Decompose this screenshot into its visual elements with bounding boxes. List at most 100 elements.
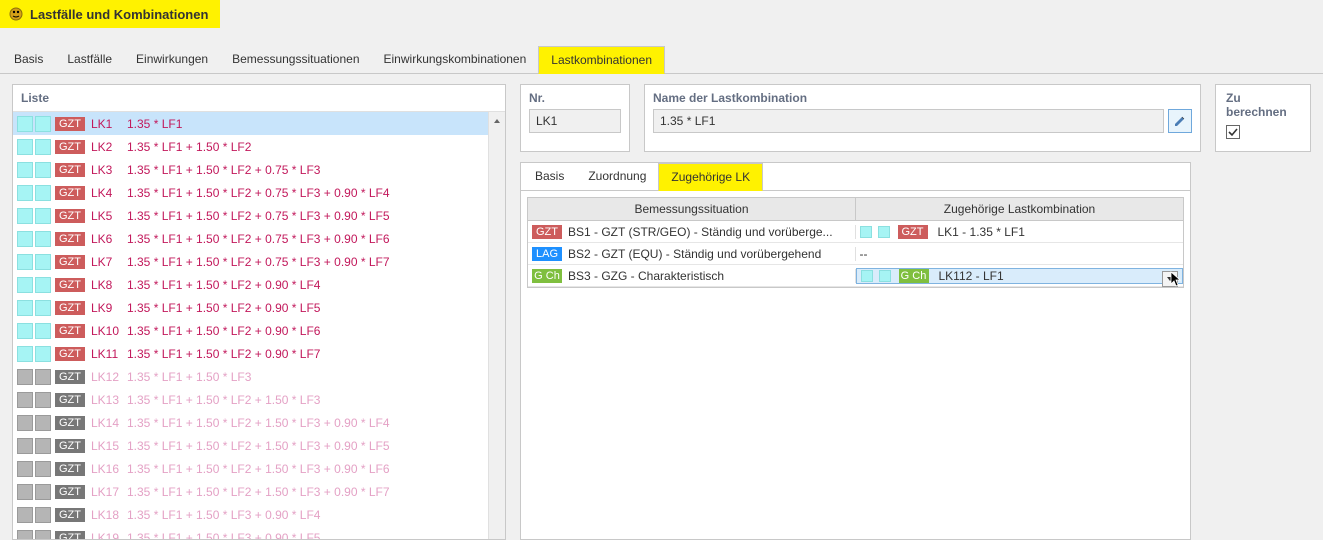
list-row[interactable]: GZTLK61.35 * LF1 + 1.50 * LF2 + 0.75 * L… <box>13 227 488 250</box>
combination-text: 1.35 * LF1 + 1.50 * LF2 + 0.75 * LF3 + 0… <box>127 209 390 223</box>
status-box-1 <box>17 300 33 316</box>
list-row[interactable]: GZTLK121.35 * LF1 + 1.50 * LF3 <box>13 365 488 388</box>
status-box-1 <box>17 507 33 523</box>
grid-row[interactable]: GZTBS1 - GZT (STR/GEO) - Ständig und vor… <box>528 221 1183 243</box>
lk-id: LK17 <box>91 485 127 499</box>
lk-id: LK10 <box>91 324 127 338</box>
grid-cell-lk[interactable]: GZTLK1 - 1.35 * LF1 <box>856 225 1184 239</box>
sub-tabs: BasisZuordnungZugehörige LK <box>521 163 1190 191</box>
status-box-2 <box>35 530 51 540</box>
lk-id: LK18 <box>91 508 127 522</box>
list-scrollbar[interactable] <box>488 112 505 539</box>
assigned-lk: LK112 - LF1 <box>939 269 1004 283</box>
list-row[interactable]: GZTLK111.35 * LF1 + 1.50 * LF2 + 0.90 * … <box>13 342 488 365</box>
combination-list[interactable]: GZTLK11.35 * LF1GZTLK21.35 * LF1 + 1.50 … <box>13 112 488 539</box>
grid-row[interactable]: LAGBS2 - GZT (EQU) - Ständig und vorüber… <box>528 243 1183 265</box>
bs-text: BS2 - GZT (EQU) - Ständig und vorübergeh… <box>568 247 821 261</box>
tab-einwirkungen[interactable]: Einwirkungen <box>124 46 220 73</box>
scroll-up-icon[interactable] <box>489 112 506 129</box>
window-titlebar: Lastfälle und Kombinationen <box>0 0 1323 28</box>
combination-text: 1.35 * LF1 + 1.50 * LF2 + 0.90 * LF5 <box>127 301 320 315</box>
status-box-2 <box>35 369 51 385</box>
list-row[interactable]: GZTLK11.35 * LF1 <box>13 112 488 135</box>
lk-id: LK5 <box>91 209 127 223</box>
grid-row[interactable]: G ChBS3 - GZG - CharakteristischG ChLK11… <box>528 265 1183 287</box>
list-row[interactable]: GZTLK41.35 * LF1 + 1.50 * LF2 + 0.75 * L… <box>13 181 488 204</box>
list-row[interactable]: GZTLK161.35 * LF1 + 1.50 * LF2 + 1.50 * … <box>13 457 488 480</box>
list-row[interactable]: GZTLK31.35 * LF1 + 1.50 * LF2 + 0.75 * L… <box>13 158 488 181</box>
list-row[interactable]: GZTLK131.35 * LF1 + 1.50 * LF2 + 1.50 * … <box>13 388 488 411</box>
list-row[interactable]: GZTLK71.35 * LF1 + 1.50 * LF2 + 0.75 * L… <box>13 250 488 273</box>
type-badge: GZT <box>55 301 85 315</box>
status-box-2 <box>35 116 51 132</box>
nr-input[interactable]: LK1 <box>529 109 621 133</box>
calc-panel: Zu berechnen <box>1215 84 1311 152</box>
type-badge: G Ch <box>899 269 929 283</box>
assigned-lk: -- <box>860 247 868 261</box>
lk-id: LK9 <box>91 301 127 315</box>
status-box-2 <box>35 415 51 431</box>
combination-text: 1.35 * LF1 + 1.50 * LF2 <box>127 140 251 154</box>
list-row[interactable]: GZTLK171.35 * LF1 + 1.50 * LF2 + 1.50 * … <box>13 480 488 503</box>
type-badge: GZT <box>532 225 562 239</box>
combination-text: 1.35 * LF1 + 1.50 * LF2 + 1.50 * LF3 + 0… <box>127 485 390 499</box>
tab-einwirkungskombinationen[interactable]: Einwirkungskombinationen <box>372 46 539 73</box>
list-row[interactable]: GZTLK21.35 * LF1 + 1.50 * LF2 <box>13 135 488 158</box>
type-badge: GZT <box>55 209 85 223</box>
status-box-2 <box>35 484 51 500</box>
sub-tab-0[interactable]: Basis <box>523 163 576 190</box>
list-row[interactable]: GZTLK181.35 * LF1 + 1.50 * LF3 + 0.90 * … <box>13 503 488 526</box>
status-box-1 <box>17 208 33 224</box>
list-row[interactable]: GZT LK91.35 * LF1 + 1.50 * LF2 + 0.90 * L… <box>13 296 488 319</box>
name-input[interactable]: 1.35 * LF1 <box>653 109 1164 133</box>
tab-lastfälle[interactable]: Lastfälle <box>55 46 124 73</box>
combination-text: 1.35 * LF1 + 1.50 * LF3 + 0.90 * LF5 <box>127 531 320 540</box>
lk-id: LK2 <box>91 140 127 154</box>
main-tabs: BasisLastfälleEinwirkungenBemessungssitu… <box>0 28 1323 74</box>
type-badge: GZT <box>55 347 85 361</box>
list-row[interactable]: GZTLK81.35 * LF1 + 1.50 * LF2 + 0.90 * L… <box>13 273 488 296</box>
combination-text: 1.35 * LF1 <box>127 117 182 131</box>
status-box-2 <box>35 162 51 178</box>
type-badge: GZT <box>55 416 85 430</box>
status-box-1 <box>17 461 33 477</box>
title-highlight: Lastfälle und Kombinationen <box>0 0 220 28</box>
status-box-2 <box>35 300 51 316</box>
list-row[interactable]: GZTLK141.35 * LF1 + 1.50 * LF2 + 1.50 * … <box>13 411 488 434</box>
list-row[interactable]: GZTLK191.35 * LF1 + 1.50 * LF3 + 0.90 * … <box>13 526 488 539</box>
status-box-2 <box>35 231 51 247</box>
name-label: Name der Lastkombination <box>653 91 1192 105</box>
edit-name-button[interactable] <box>1168 109 1192 133</box>
list-row[interactable]: GZTLK151.35 * LF1 + 1.50 * LF2 + 1.50 * … <box>13 434 488 457</box>
grid-cell-bs: GZTBS1 - GZT (STR/GEO) - Ständig und vor… <box>528 225 856 239</box>
calc-checkbox[interactable] <box>1226 125 1240 139</box>
window-title: Lastfälle und Kombinationen <box>30 7 208 22</box>
lk-id: LK4 <box>91 186 127 200</box>
combination-text: 1.35 * LF1 + 1.50 * LF2 + 0.90 * LF6 <box>127 324 320 338</box>
tab-lastkombinationen[interactable]: Lastkombinationen <box>538 46 665 74</box>
tab-bemessungssituationen[interactable]: Bemessungssituationen <box>220 46 371 73</box>
grid-cell-lk[interactable]: -- <box>856 247 1184 261</box>
combination-text: 1.35 * LF1 + 1.50 * LF2 + 1.50 * LF3 + 0… <box>127 416 390 430</box>
lk-id: LK15 <box>91 439 127 453</box>
combination-text: 1.35 * LF1 + 1.50 * LF3 <box>127 370 251 384</box>
sub-tab-1[interactable]: Zuordnung <box>576 163 658 190</box>
type-badge: GZT <box>55 232 85 246</box>
grid-cell-lk[interactable]: G Ch LK112 - LF1 <box>856 268 1184 284</box>
tab-basis[interactable]: Basis <box>2 46 55 73</box>
list-row[interactable]: GZT LK51.35 * LF1 + 1.50 * LF2 + 0.75 * L… <box>13 204 488 227</box>
grid-header: Bemessungssituation Zugehörige Lastkombi… <box>528 198 1183 221</box>
lk-id: LK1 <box>91 117 127 131</box>
type-badge: GZT <box>55 462 85 476</box>
lk-id: LK3 <box>91 163 127 177</box>
grid-header-bs: Bemessungssituation <box>528 198 856 220</box>
list-row[interactable]: GZTLK101.35 * LF1 + 1.50 * LF2 + 0.90 * … <box>13 319 488 342</box>
type-badge: GZT <box>55 393 85 407</box>
type-badge: GZT <box>898 225 928 239</box>
assignment-grid: Bemessungssituation Zugehörige Lastkombi… <box>527 197 1184 288</box>
top-fields: Nr. LK1 Name der Lastkombination 1.35 * … <box>520 84 1311 152</box>
sub-tab-2[interactable]: Zugehörige LK <box>658 163 763 191</box>
status-box-1 <box>17 185 33 201</box>
combination-text: 1.35 * LF1 + 1.50 * LF2 + 0.90 * LF7 <box>127 347 320 361</box>
grid-header-lk: Zugehörige Lastkombination <box>856 198 1183 220</box>
